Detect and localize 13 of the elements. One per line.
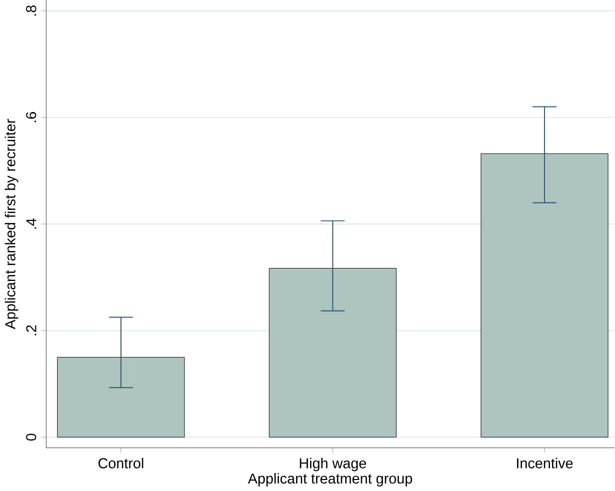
x-tick-label: Incentive	[517, 458, 573, 468]
y-tick-label: 0	[26, 434, 36, 440]
y-tick-label: .2	[26, 325, 36, 336]
bar	[480, 153, 608, 438]
x-tick-label: Control	[98, 458, 144, 468]
y-axis-title: Applicant ranked first by recruiter	[4, 118, 18, 330]
x-tick-label: High wage	[300, 458, 366, 472]
bar	[57, 356, 185, 438]
y-tick-label: .6	[26, 112, 36, 122]
y-tick-label: .4	[26, 218, 36, 229]
bar	[268, 268, 397, 438]
y-tick-label: .8	[26, 5, 36, 16]
x-axis-title: Applicant treatment group	[248, 472, 412, 486]
